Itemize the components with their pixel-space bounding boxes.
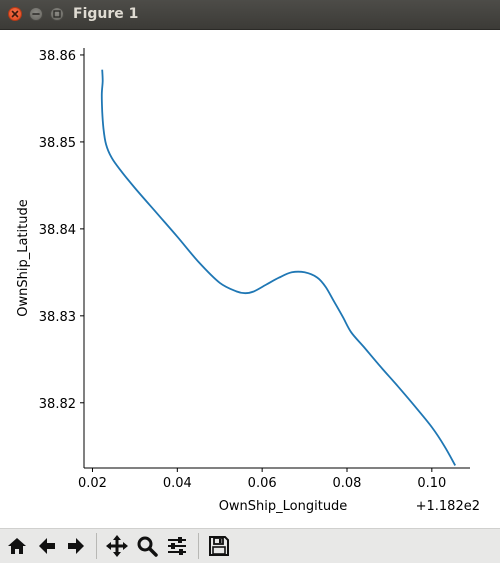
minimize-window-button[interactable] [29, 7, 43, 21]
line-chart[interactable]: 0.02 0.04 0.06 0.08 0.10 38.82 38.83 38.84 38.8… [0, 30, 500, 528]
forward-button[interactable] [63, 533, 89, 559]
maximize-icon [53, 10, 61, 18]
y-tick-label: 38.82 [39, 397, 76, 412]
navigation-toolbar [0, 528, 500, 563]
series-line [100, 69, 456, 466]
toolbar-separator [198, 533, 199, 559]
move-icon [106, 535, 128, 557]
x-axis-label: OwnShip_Longitude [219, 499, 348, 514]
x-tick-label: 0.08 [333, 476, 362, 491]
y-tick-label: 38.83 [39, 310, 76, 325]
maximize-window-button[interactable] [50, 7, 64, 21]
y-tick-label: 38.85 [39, 136, 76, 151]
minimize-icon [32, 13, 40, 15]
y-axis-label: OwnShip_Latitude [16, 199, 31, 316]
home-button[interactable] [4, 533, 30, 559]
x-tick-label: 0.04 [163, 476, 192, 491]
home-icon [8, 538, 26, 554]
y-tick-label: 38.84 [39, 223, 76, 238]
figure-canvas[interactable]: 0.02 0.04 0.06 0.08 0.10 38.82 38.83 38.84 38.8… [0, 30, 500, 528]
floppy-disk-icon [209, 536, 229, 556]
arrow-right-icon [68, 538, 84, 554]
close-window-button[interactable] [8, 7, 22, 21]
sliders-icon [168, 537, 186, 555]
window-title: Figure 1 [73, 6, 139, 22]
zoom-button[interactable] [134, 533, 160, 559]
x-tick-label: 0.06 [248, 476, 277, 491]
pan-button[interactable] [104, 533, 130, 559]
back-button[interactable] [34, 533, 60, 559]
x-axis-offset-label: +1.182e2 [416, 499, 480, 514]
x-tick-label: 0.10 [417, 476, 446, 491]
close-icon [11, 10, 19, 18]
arrow-left-icon [39, 538, 55, 554]
y-tick-label: 38.86 [39, 49, 76, 64]
toolbar-separator [96, 533, 97, 559]
magnifier-icon [137, 536, 158, 557]
x-tick-label: 0.02 [78, 476, 107, 491]
subplots-button[interactable] [164, 533, 190, 559]
window-titlebar: Figure 1 [0, 0, 500, 30]
save-button[interactable] [206, 533, 232, 559]
